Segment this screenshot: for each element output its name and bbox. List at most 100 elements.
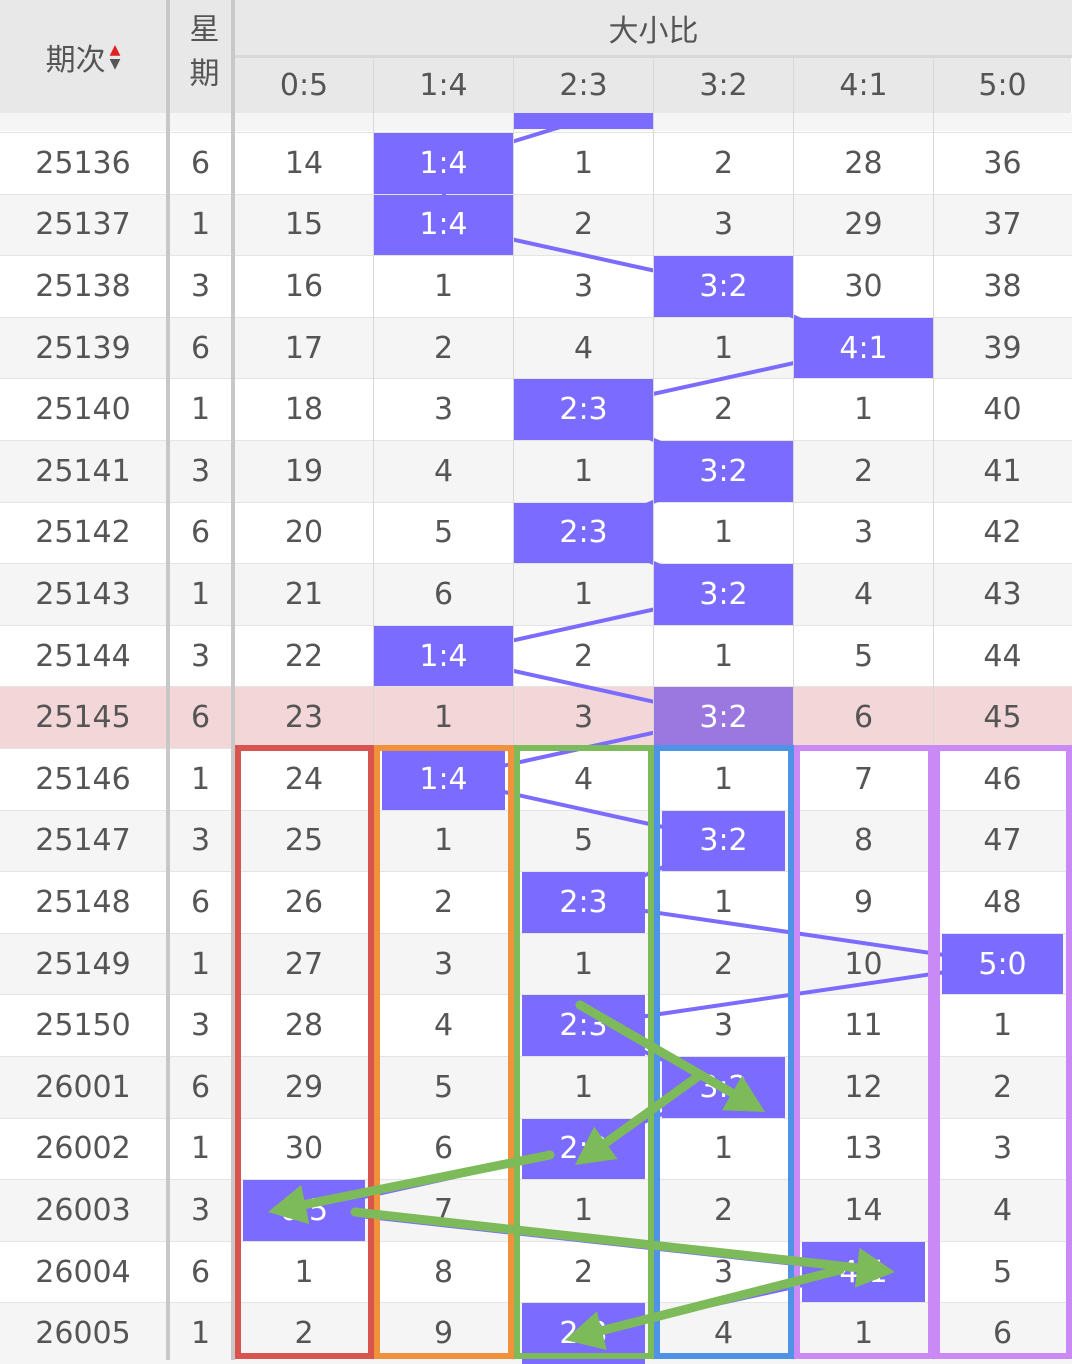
table-row: 25137 1 15 1:4 2 3 29 37 (0, 193, 1072, 256)
period-cell: 26005 (35, 1316, 131, 1352)
value-cell: 48 (983, 884, 1022, 920)
value-cell: 36 (983, 145, 1022, 181)
value-cell: 12 (844, 1069, 883, 1105)
value-cell: 2 (713, 946, 734, 982)
hit-cell: 1:4 (374, 625, 513, 687)
value-cell: 1 (713, 1131, 734, 1167)
period-cell: 25149 (35, 946, 131, 982)
value-cell: 1 (433, 700, 454, 736)
period-cell: 25139 (35, 330, 131, 366)
period-cell: 25150 (35, 1008, 131, 1044)
column-divider (166, 0, 170, 1360)
value-cell: 6 (853, 700, 874, 736)
column-header-3-2: 3:2 (654, 58, 793, 113)
column-divider (793, 58, 794, 1360)
table-row: 25139 6 17 2 4 1 4:1 39 (0, 316, 1072, 379)
value-cell: 5 (853, 638, 874, 674)
hit-cell: 3:2 (654, 441, 793, 502)
value-cell: 30 (844, 268, 883, 304)
value-cell: 38 (983, 268, 1022, 304)
period-cell: 25143 (35, 576, 131, 612)
table-row: 25140 1 18 3 2:3 2 1 40 (0, 378, 1072, 440)
hit-cell: 5:0 (942, 933, 1063, 995)
table-row: 2600213062:31133 (0, 1117, 1072, 1180)
value-cell: 9 (433, 1316, 454, 1352)
value-cell: 10 (844, 946, 883, 982)
value-cell: 1 (573, 946, 594, 982)
arrow-line (350, 1207, 862, 1273)
value-cell: 4 (573, 330, 594, 366)
value-cell: 2 (433, 884, 454, 920)
value-cell: 6 (433, 1131, 454, 1167)
table-row: 25143 1 21 6 1 3:2 4 43 (0, 563, 1072, 625)
period-cell: 26001 (35, 1069, 131, 1105)
column-box (794, 745, 934, 1359)
period-cell: 25141 (35, 453, 131, 489)
week-cell: 3 (190, 453, 211, 489)
value-cell: 5 (433, 515, 454, 551)
column-divider (373, 58, 374, 1360)
column-divider (653, 58, 654, 1360)
column-header-4-1: 4:1 (794, 58, 933, 113)
table-row: 25141 3 19 4 1 3:2 2 41 (0, 440, 1072, 502)
week-cell: 3 (190, 1008, 211, 1044)
value-cell: 2 (713, 145, 734, 181)
value-cell: 4 (713, 1316, 734, 1352)
value-cell: 7 (853, 761, 874, 797)
value-cell: 26 (284, 884, 324, 920)
sort-up-down-icon[interactable]: ▲ ▼ (109, 41, 121, 72)
column-header-0-5: 0:5 (235, 58, 373, 113)
value-cell: 44 (983, 638, 1022, 674)
period-cell: 25148 (35, 884, 131, 920)
table-row: 25147 3 25 1 5 3:2 8 47 (0, 809, 1072, 872)
value-cell: 1 (853, 392, 874, 428)
arrow-head-icon (722, 1075, 765, 1112)
period-cell: 25142 (35, 515, 131, 551)
hit-cell: 1:4 (374, 133, 513, 194)
table-row: 25145 6 23 1 3 3:2 6 45 (0, 686, 1072, 748)
value-cell: 1 (713, 761, 734, 797)
value-cell: 2 (992, 1069, 1013, 1105)
week-cell: 1 (190, 207, 211, 243)
value-cell: 19 (284, 453, 324, 489)
value-cell: 1 (294, 1254, 314, 1290)
value-cell: 3 (713, 1008, 734, 1044)
column-divider (513, 58, 514, 1360)
arrow-head-icon (575, 1126, 618, 1165)
value-cell: 1 (713, 515, 734, 551)
period-header[interactable]: 期次 ▲ ▼ (0, 0, 166, 113)
value-cell: 1 (433, 823, 454, 859)
table-row: 25149 1 27 3 1 2 10 5:0 (0, 932, 1072, 995)
hit-cell: 1:4 (382, 749, 505, 810)
value-cell: 6 (992, 1316, 1013, 1352)
week-cell: 6 (190, 145, 211, 181)
arrow-head-icon (268, 1184, 310, 1225)
value-cell: 2 (573, 1254, 594, 1290)
value-cell: 4 (433, 453, 454, 489)
value-cell: 1 (433, 268, 454, 304)
arrow-head-icon (565, 1311, 607, 1351)
value-cell: 1 (573, 145, 594, 181)
table-row: 26001629513:2122 (0, 1056, 1072, 1118)
period-cell: 25144 (35, 638, 131, 674)
value-cell: 3 (713, 207, 734, 243)
value-cell: 4 (433, 1008, 454, 1044)
value-cell: 8 (433, 1254, 454, 1290)
value-cell: 15 (284, 207, 324, 243)
value-cell: 29 (284, 1069, 324, 1105)
column-box (514, 745, 654, 1359)
value-cell: 42 (983, 515, 1022, 551)
period-cell: 25147 (35, 823, 131, 859)
period-cell: 26002 (35, 1131, 131, 1167)
table-row: 25138 3 16 1 3 3:2 30 38 (0, 255, 1072, 317)
value-cell: 3 (433, 392, 454, 428)
value-cell: 3 (992, 1131, 1013, 1167)
value-cell: 2 (853, 453, 874, 489)
partial-row-hit (514, 113, 653, 129)
value-cell: 1 (992, 1008, 1013, 1044)
column-box (374, 745, 514, 1359)
group-header: 大小比 (235, 0, 1072, 55)
value-cell: 20 (284, 515, 324, 551)
value-cell: 14 (844, 1192, 883, 1228)
table-row: 25148 6 26 2 2:3 1 9 48 (0, 871, 1072, 933)
